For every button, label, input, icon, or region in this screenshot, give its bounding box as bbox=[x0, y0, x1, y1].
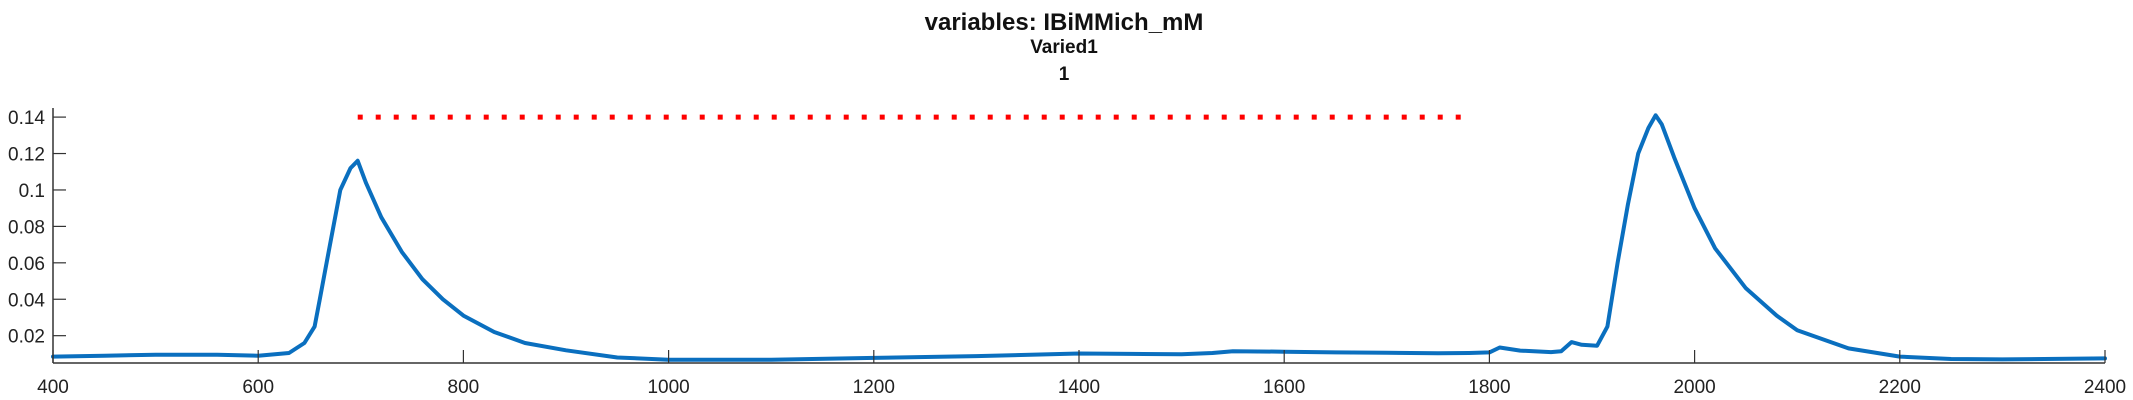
x-tick-label: 1400 bbox=[1058, 377, 1100, 398]
x-tick-label: 1200 bbox=[853, 377, 895, 398]
x-tick-label: 400 bbox=[37, 377, 69, 398]
x-tick-label: 2000 bbox=[1673, 377, 1715, 398]
y-tick-label: 0.12 bbox=[8, 145, 45, 166]
y-tick-label: 0.1 bbox=[19, 181, 45, 202]
y-tick-label: 0.08 bbox=[8, 217, 45, 238]
x-tick-label: 1600 bbox=[1263, 377, 1305, 398]
y-tick-label: 0.06 bbox=[8, 254, 45, 275]
axes bbox=[52, 108, 2105, 364]
x-tick-label: 1800 bbox=[1468, 377, 1510, 398]
x-tick-label: 2200 bbox=[1879, 377, 1921, 398]
y-tick-label: 0.02 bbox=[8, 327, 45, 348]
chart-subtitle: Varied1 bbox=[1030, 37, 1098, 58]
plot-area bbox=[51, 113, 2107, 362]
x-tick-label: 1000 bbox=[647, 377, 689, 398]
chart-subtitle-2: 1 bbox=[1059, 64, 1070, 85]
x-axis-ticks: 400 600 800 1000 1200 1400 1600 1800 2000 2200 240… bbox=[37, 350, 2126, 398]
y-tick-label: 0.14 bbox=[8, 108, 45, 129]
y-axis-ticks: 0.02 0.04 0.06 0.08 0.1 0.12 0.14 bbox=[8, 108, 66, 348]
x-tick-label: 600 bbox=[242, 377, 274, 398]
x-tick-label: 2400 bbox=[2084, 377, 2126, 398]
series-line bbox=[51, 113, 2107, 362]
chart-title: variables: IBiMMich_mM bbox=[925, 9, 1204, 36]
x-tick-label: 800 bbox=[448, 377, 480, 398]
y-tick-label: 0.04 bbox=[8, 290, 45, 311]
